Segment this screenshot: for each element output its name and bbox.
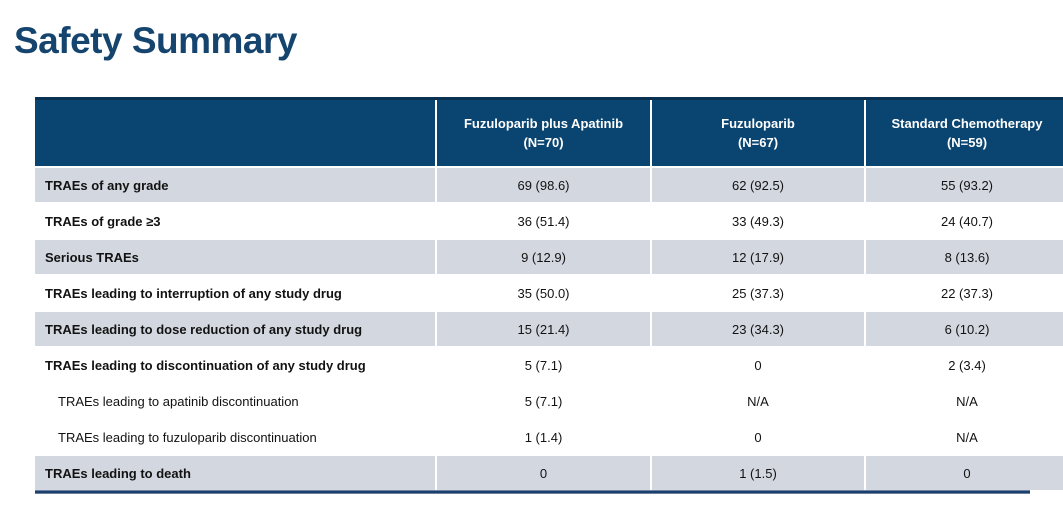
- cell-value: 2 (3.4): [864, 346, 1063, 383]
- cell-value: 62 (92.5): [650, 166, 865, 203]
- table-row: TRAEs of grade ≥3 36 (51.4) 33 (49.3) 24…: [35, 202, 1063, 239]
- cell-value: 6 (10.2): [864, 310, 1063, 347]
- row-label: TRAEs of any grade: [35, 166, 436, 203]
- cell-value: 69 (98.6): [435, 166, 651, 203]
- table-row: TRAEs leading to death 0 1 (1.5) 0: [35, 454, 1063, 490]
- table-row: TRAEs leading to interruption of any stu…: [35, 274, 1063, 311]
- row-label: Serious TRAEs: [35, 238, 436, 275]
- row-label: TRAEs leading to dose reduction of any s…: [35, 310, 436, 347]
- table-row: TRAEs of any grade 69 (98.6) 62 (92.5) 5…: [35, 166, 1063, 203]
- cell-value: 0: [435, 454, 651, 490]
- safety-table-container: Fuzuloparib plus Apatinib (N=70) Fuzulop…: [35, 97, 1063, 494]
- table-row: TRAEs leading to fuzuloparib discontinua…: [35, 418, 1063, 455]
- slide-title: Safety Summary: [14, 20, 297, 61]
- row-label: TRAEs leading to fuzuloparib discontinua…: [35, 418, 436, 455]
- column-sample-size: (N=70): [523, 135, 564, 150]
- column-header-fuzuloparib-plus-apatinib: Fuzuloparib plus Apatinib (N=70): [435, 97, 651, 167]
- header-row: Fuzuloparib plus Apatinib (N=70) Fuzulop…: [35, 97, 1063, 167]
- cell-value: 35 (50.0): [435, 274, 651, 311]
- column-header-empty: [35, 97, 436, 167]
- cell-value: N/A: [650, 382, 865, 419]
- column-sample-size: (N=67): [737, 135, 779, 150]
- table-row: TRAEs leading to apatinib discontinuatio…: [35, 382, 1063, 419]
- cell-value: 0: [864, 454, 1063, 490]
- row-label: TRAEs of grade ≥3: [35, 202, 436, 239]
- table-row: Serious TRAEs 9 (12.9) 12 (17.9) 8 (13.6…: [35, 238, 1063, 275]
- cell-value: 23 (34.3): [650, 310, 865, 347]
- cell-value: 1 (1.5): [650, 454, 865, 490]
- row-label: TRAEs leading to interruption of any stu…: [35, 274, 436, 311]
- cell-value: 0: [650, 418, 865, 455]
- cell-value: 1 (1.4): [435, 418, 651, 455]
- cell-value: 55 (93.2): [864, 166, 1063, 203]
- cell-value: 9 (12.9): [435, 238, 651, 275]
- column-sample-size: (N=59): [946, 135, 988, 150]
- cell-value: 15 (21.4): [435, 310, 651, 347]
- cell-value: 0: [650, 346, 865, 383]
- table-row: TRAEs leading to dose reduction of any s…: [35, 310, 1063, 347]
- column-header-standard-chemotherapy: Standard Chemotherapy (N=59): [864, 97, 1063, 167]
- cell-value: 5 (7.1): [435, 382, 651, 419]
- column-title: Standard Chemotherapy: [891, 115, 1043, 131]
- safety-table: Fuzuloparib plus Apatinib (N=70) Fuzulop…: [35, 97, 1063, 490]
- cell-value: 22 (37.3): [864, 274, 1063, 311]
- column-title: Fuzuloparib: [721, 115, 795, 131]
- cell-value: 33 (49.3): [650, 202, 865, 239]
- cell-value: 12 (17.9): [650, 238, 865, 275]
- table-row: TRAEs leading to discontinuation of any …: [35, 346, 1063, 383]
- cell-value: 36 (51.4): [435, 202, 651, 239]
- cell-value: 25 (37.3): [650, 274, 865, 311]
- row-label: TRAEs leading to apatinib discontinuatio…: [35, 382, 436, 419]
- column-header-fuzuloparib: Fuzuloparib (N=67): [650, 97, 865, 167]
- table-body: TRAEs of any grade 69 (98.6) 62 (92.5) 5…: [35, 166, 1063, 490]
- row-label: TRAEs leading to discontinuation of any …: [35, 346, 436, 383]
- table-header: Fuzuloparib plus Apatinib (N=70) Fuzulop…: [35, 97, 1063, 167]
- cell-value: N/A: [864, 418, 1063, 455]
- cell-value: N/A: [864, 382, 1063, 419]
- table-bottom-border: [35, 490, 1030, 494]
- cell-value: 5 (7.1): [435, 346, 651, 383]
- column-title: Fuzuloparib plus Apatinib: [463, 115, 624, 131]
- cell-value: 8 (13.6): [864, 238, 1063, 275]
- row-label: TRAEs leading to death: [35, 454, 436, 490]
- cell-value: 24 (40.7): [864, 202, 1063, 239]
